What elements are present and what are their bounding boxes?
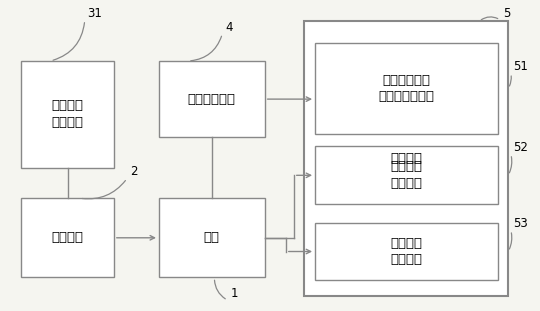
Text: 31: 31	[87, 7, 102, 20]
Text: 采集模块: 采集模块	[52, 116, 84, 129]
Text: 2: 2	[130, 165, 137, 178]
Text: 宽带信号: 宽带信号	[52, 100, 84, 113]
Text: 52: 52	[514, 141, 528, 154]
Text: 通讯模块: 通讯模块	[390, 177, 422, 190]
Bar	[159, 61, 265, 137]
Text: 5: 5	[503, 7, 510, 20]
Text: 电源: 电源	[204, 231, 220, 244]
Text: 电力载波模块: 电力载波模块	[188, 93, 236, 106]
Text: 差分抗干扰模块: 差分抗干扰模块	[378, 90, 434, 103]
Text: 51: 51	[514, 60, 528, 73]
Text: 4: 4	[225, 21, 233, 34]
Bar	[315, 43, 497, 134]
Text: 1: 1	[231, 287, 238, 300]
Bar	[315, 146, 497, 204]
Text: 有线网络: 有线网络	[390, 160, 422, 174]
Text: 通讯模块: 通讯模块	[390, 152, 422, 165]
Text: 通讯模块: 通讯模块	[390, 253, 422, 267]
Bar	[305, 21, 508, 296]
Text: 差分电路: 差分电路	[52, 231, 84, 244]
Bar	[21, 198, 114, 277]
Bar	[159, 198, 265, 277]
Bar	[315, 223, 497, 281]
Text: 53: 53	[514, 217, 528, 230]
Text: 网络信号接收: 网络信号接收	[382, 74, 430, 86]
Text: 无线网络: 无线网络	[390, 237, 422, 250]
Bar	[21, 61, 114, 168]
